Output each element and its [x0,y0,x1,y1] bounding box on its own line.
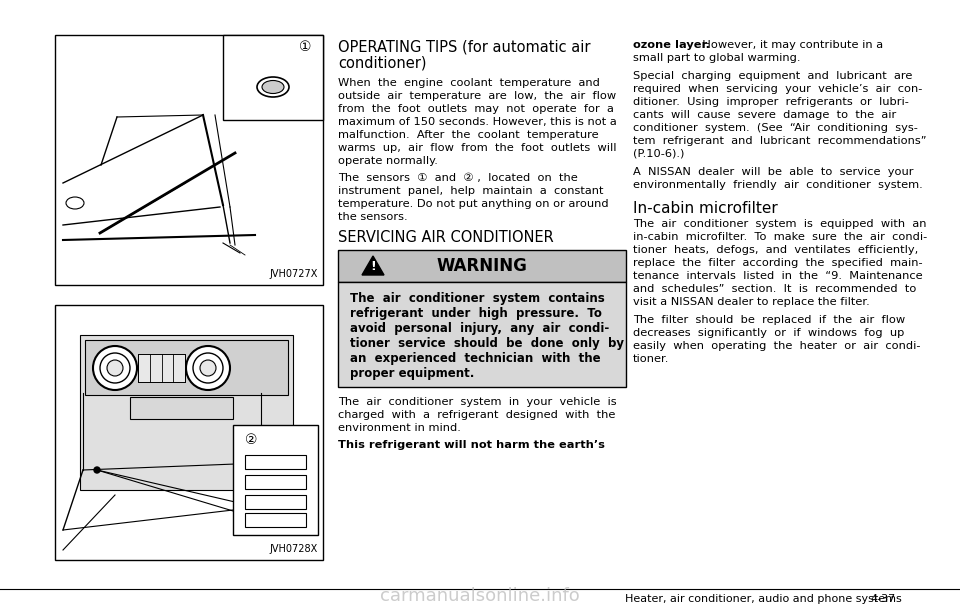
Text: malfunction.  After  the  coolant  temperature: malfunction. After the coolant temperatu… [338,130,599,140]
Text: conditioner): conditioner) [338,56,426,71]
Text: maximum of 150 seconds. However, this is not a: maximum of 150 seconds. However, this is… [338,117,616,127]
Bar [138,354,185,382]
Text: easily  when  operating  the  heater  or  air  condi-: easily when operating the heater or air … [633,341,921,351]
Text: 4-37: 4-37 [870,594,896,604]
Text: ②: ② [245,433,257,447]
Text: JVH0727X: JVH0727X [270,269,318,279]
Text: OPERATING TIPS (for automatic air: OPERATING TIPS (for automatic air [338,40,590,55]
Bar [245,513,306,527]
Text: Heater, air conditioner, audio and phone systems: Heater, air conditioner, audio and phone… [625,594,901,604]
Text: in-cabin  microfilter.  To  make  sure  the  air  condi-: in-cabin microfilter. To make sure the a… [633,232,927,242]
Text: decreases  significantly  or  if  windows  fog  up: decreases significantly or if windows fo… [633,328,904,338]
Text: avoid  personal  injury,  any  air  condi-: avoid personal injury, any air condi- [350,322,610,335]
Bar [55,305,323,560]
Circle shape [93,346,137,390]
Text: environment in mind.: environment in mind. [338,423,461,433]
Text: The  air  conditioner  system  contains: The air conditioner system contains [350,292,605,305]
Text: WARNING: WARNING [437,257,527,275]
Text: A  NISSAN  dealer  will  be  able  to  service  your: A NISSAN dealer will be able to service … [633,167,914,177]
Text: ozone layer.: ozone layer. [633,40,710,50]
Text: In-cabin microfilter: In-cabin microfilter [633,201,778,216]
Text: operate normally.: operate normally. [338,156,438,166]
Text: This refrigerant will not harm the earth’s: This refrigerant will not harm the earth… [338,440,605,450]
Bar [130,397,233,419]
Text: cants  will  cause  severe  damage  to  the  air: cants will cause severe damage to the ai… [633,110,897,120]
Text: small part to global warming.: small part to global warming. [633,53,801,63]
Ellipse shape [262,81,284,93]
Bar [338,282,626,387]
Bar [245,475,306,489]
Text: conditioner  system.  (See  “Air  conditioning  sys-: conditioner system. (See “Air conditioni… [633,123,918,133]
Text: visit a NISSAN dealer to replace the filter.: visit a NISSAN dealer to replace the fil… [633,297,870,307]
Text: charged  with  a  refrigerant  designed  with  the: charged with a refrigerant designed with… [338,410,615,420]
Text: environmentally  friendly  air  conditioner  system.: environmentally friendly air conditioner… [633,180,923,190]
Text: the sensors.: the sensors. [338,212,408,222]
Text: replace  the  filter  according  the  specified  main-: replace the filter according the specifi… [633,258,923,268]
Text: temperature. Do not put anything on or around: temperature. Do not put anything on or a… [338,199,609,209]
Text: tioner  service  should  be  done  only  by: tioner service should be done only by [350,337,624,350]
Text: JVH0728X: JVH0728X [270,544,318,554]
Circle shape [193,353,223,383]
Text: Special  charging  equipment  and  lubricant  are: Special charging equipment and lubricant… [633,71,912,81]
Bar [338,250,626,282]
Text: !: ! [371,260,376,274]
Bar [223,35,323,120]
Text: However, it may contribute in a: However, it may contribute in a [695,40,883,50]
Text: tioner  heats,  defogs,  and  ventilates  efficiently,: tioner heats, defogs, and ventilates eff… [633,245,919,255]
Bar [245,455,306,469]
Text: outside  air  temperature  are  low,  the  air  flow: outside air temperature are low, the air… [338,91,616,101]
Text: The  air  conditioner  system  in  your  vehicle  is: The air conditioner system in your vehic… [338,397,616,407]
Text: required  when  servicing  your  vehicle’s  air  con-: required when servicing your vehicle’s a… [633,84,923,94]
Bar [55,35,323,285]
Text: tenance  intervals  listed  in  the  “9.  Maintenance: tenance intervals listed in the “9. Main… [633,271,923,281]
Bar [80,335,293,490]
Ellipse shape [257,77,289,97]
Text: from  the  foot  outlets  may  not  operate  for  a: from the foot outlets may not operate fo… [338,104,613,114]
Text: proper equipment.: proper equipment. [350,367,474,380]
Text: The  air  conditioner  system  is  equipped  with  an: The air conditioner system is equipped w… [633,219,926,229]
Text: an  experienced  technician  with  the: an experienced technician with the [350,352,601,365]
Text: (P.10-6).): (P.10-6).) [633,149,684,159]
Text: The  filter  should  be  replaced  if  the  air  flow: The filter should be replaced if the air… [633,315,905,325]
Text: carmanualsonline.info: carmanualsonline.info [380,587,580,605]
Ellipse shape [66,197,84,209]
Circle shape [94,467,100,473]
Text: ditioner.  Using  improper  refrigerants  or  lubri-: ditioner. Using improper refrigerants or… [633,97,909,107]
Text: refrigerant  under  high  pressure.  To: refrigerant under high pressure. To [350,307,602,320]
Text: SERVICING AIR CONDITIONER: SERVICING AIR CONDITIONER [338,230,554,245]
Text: and  schedules”  section.  It  is  recommended  to: and schedules” section. It is recommende… [633,284,917,294]
Text: ①: ① [299,40,311,54]
Text: tem  refrigerant  and  lubricant  recommendations”: tem refrigerant and lubricant recommenda… [633,136,926,146]
Bar [85,340,288,395]
Circle shape [107,360,123,376]
Text: The  sensors  ①  and  ② ,  located  on  the: The sensors ① and ② , located on the [338,173,578,183]
Circle shape [200,360,216,376]
Circle shape [100,353,130,383]
Circle shape [186,346,230,390]
Text: warms  up,  air  flow  from  the  foot  outlets  will: warms up, air flow from the foot outlets… [338,143,616,153]
Bar [245,495,306,509]
Text: When  the  engine  coolant  temperature  and: When the engine coolant temperature and [338,78,600,88]
Polygon shape [362,256,384,275]
Text: instrument  panel,  help  maintain  a  constant: instrument panel, help maintain a consta… [338,186,604,196]
Bar [233,425,318,535]
Text: tioner.: tioner. [633,354,669,364]
